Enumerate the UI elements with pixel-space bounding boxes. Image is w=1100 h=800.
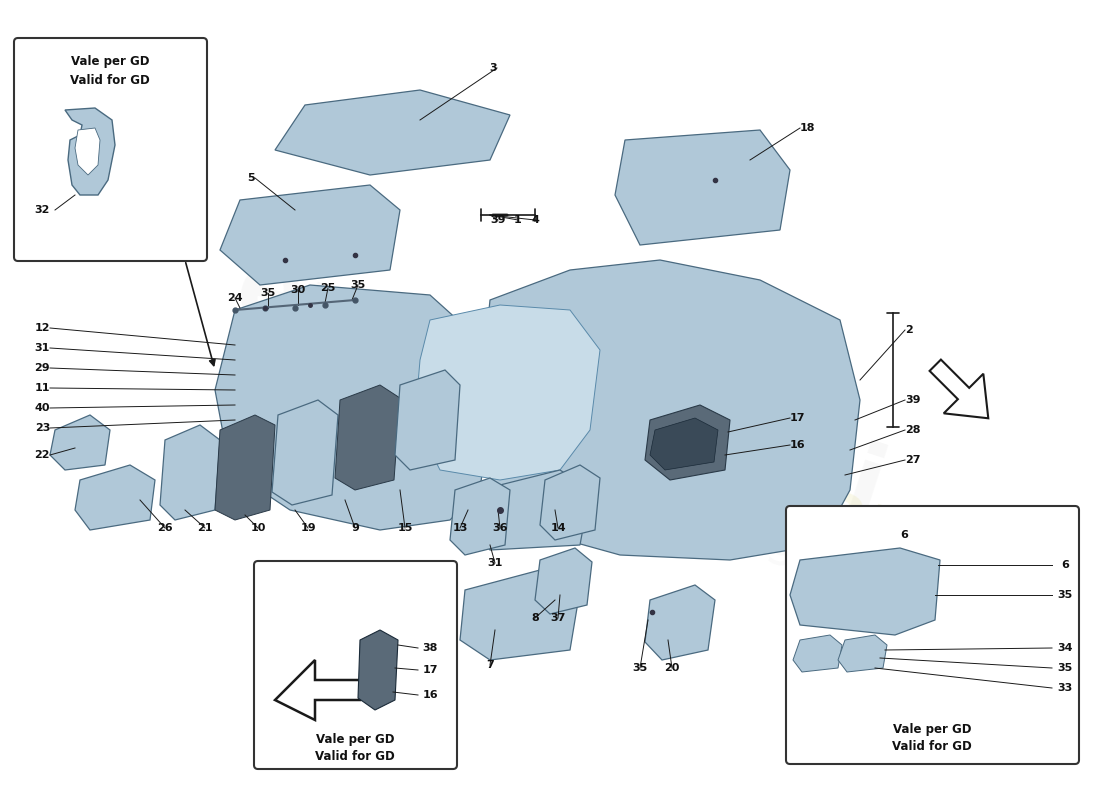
Text: 35: 35 bbox=[351, 280, 365, 290]
Polygon shape bbox=[336, 385, 400, 490]
Text: 1: 1 bbox=[514, 215, 521, 225]
Text: 37: 37 bbox=[550, 613, 565, 623]
Polygon shape bbox=[415, 305, 600, 480]
Text: 18: 18 bbox=[800, 123, 815, 133]
Text: 39: 39 bbox=[905, 395, 921, 405]
Text: 23: 23 bbox=[34, 423, 50, 433]
Text: Valid for GD: Valid for GD bbox=[892, 741, 972, 754]
Text: 30: 30 bbox=[290, 285, 306, 295]
Text: 6: 6 bbox=[1062, 560, 1069, 570]
Text: 39: 39 bbox=[491, 215, 506, 225]
Text: 19: 19 bbox=[300, 523, 316, 533]
Text: 10: 10 bbox=[251, 523, 266, 533]
Polygon shape bbox=[460, 570, 580, 660]
Text: 21: 21 bbox=[197, 523, 212, 533]
Text: 31: 31 bbox=[487, 558, 503, 568]
Polygon shape bbox=[540, 465, 600, 540]
Polygon shape bbox=[220, 185, 400, 285]
Text: 27: 27 bbox=[905, 455, 921, 465]
Text: 7: 7 bbox=[486, 660, 494, 670]
Polygon shape bbox=[65, 108, 116, 195]
Polygon shape bbox=[790, 548, 940, 635]
Polygon shape bbox=[214, 415, 275, 520]
Text: 14: 14 bbox=[550, 523, 565, 533]
Polygon shape bbox=[470, 470, 590, 550]
Polygon shape bbox=[160, 425, 220, 520]
Text: Vale per GD: Vale per GD bbox=[893, 723, 971, 737]
Text: 36: 36 bbox=[493, 523, 508, 533]
Text: 15: 15 bbox=[397, 523, 412, 533]
Text: 8: 8 bbox=[531, 613, 539, 623]
Polygon shape bbox=[75, 465, 155, 530]
Polygon shape bbox=[275, 660, 360, 720]
Text: 26: 26 bbox=[157, 523, 173, 533]
Polygon shape bbox=[480, 260, 860, 560]
Text: 12: 12 bbox=[34, 323, 50, 333]
FancyBboxPatch shape bbox=[254, 561, 456, 769]
FancyBboxPatch shape bbox=[786, 506, 1079, 764]
Text: Valid for GD: Valid for GD bbox=[70, 74, 150, 86]
Text: 35: 35 bbox=[261, 288, 276, 298]
Text: 3: 3 bbox=[490, 63, 497, 73]
Text: 38: 38 bbox=[422, 643, 438, 653]
Text: Valid for GD: Valid for GD bbox=[315, 750, 395, 763]
Text: 4: 4 bbox=[531, 215, 539, 225]
Polygon shape bbox=[450, 478, 510, 555]
Text: 20: 20 bbox=[664, 663, 680, 673]
Text: 11: 11 bbox=[34, 383, 50, 393]
Polygon shape bbox=[930, 359, 988, 418]
Text: 28: 28 bbox=[905, 425, 921, 435]
Polygon shape bbox=[214, 285, 490, 530]
Text: Vale per GD: Vale per GD bbox=[316, 734, 394, 746]
Text: 5: 5 bbox=[248, 173, 255, 183]
Text: 35: 35 bbox=[1057, 663, 1072, 673]
Text: 25: 25 bbox=[320, 283, 336, 293]
Polygon shape bbox=[650, 418, 718, 470]
Text: 17: 17 bbox=[790, 413, 805, 423]
Text: euroricambi: euroricambi bbox=[223, 239, 896, 541]
Text: 22: 22 bbox=[34, 450, 50, 460]
Text: 32: 32 bbox=[34, 205, 50, 215]
Text: 33: 33 bbox=[1057, 683, 1072, 693]
Text: 40: 40 bbox=[34, 403, 50, 413]
Text: 2: 2 bbox=[905, 325, 913, 335]
Text: 16: 16 bbox=[422, 690, 438, 700]
Text: 13: 13 bbox=[452, 523, 468, 533]
Text: 16: 16 bbox=[790, 440, 805, 450]
Text: 34: 34 bbox=[1057, 643, 1072, 653]
Text: since 1985: since 1985 bbox=[482, 379, 918, 581]
Text: Vale per GD: Vale per GD bbox=[70, 55, 150, 69]
Polygon shape bbox=[395, 370, 460, 470]
Text: a passion for motoring: a passion for motoring bbox=[254, 350, 806, 570]
Text: 35: 35 bbox=[1057, 590, 1072, 600]
Polygon shape bbox=[358, 630, 398, 710]
Polygon shape bbox=[645, 585, 715, 660]
Polygon shape bbox=[535, 548, 592, 614]
Text: 17: 17 bbox=[422, 665, 438, 675]
Text: 31: 31 bbox=[34, 343, 50, 353]
Polygon shape bbox=[75, 128, 100, 175]
Polygon shape bbox=[272, 400, 338, 505]
Text: 24: 24 bbox=[228, 293, 243, 303]
Polygon shape bbox=[838, 635, 887, 672]
Text: 29: 29 bbox=[34, 363, 50, 373]
Text: 35: 35 bbox=[632, 663, 648, 673]
FancyBboxPatch shape bbox=[14, 38, 207, 261]
Polygon shape bbox=[50, 415, 110, 470]
Text: 9: 9 bbox=[351, 523, 359, 533]
Text: 6: 6 bbox=[900, 530, 908, 540]
Polygon shape bbox=[793, 635, 842, 672]
Polygon shape bbox=[275, 90, 510, 175]
Polygon shape bbox=[645, 405, 730, 480]
Polygon shape bbox=[615, 130, 790, 245]
